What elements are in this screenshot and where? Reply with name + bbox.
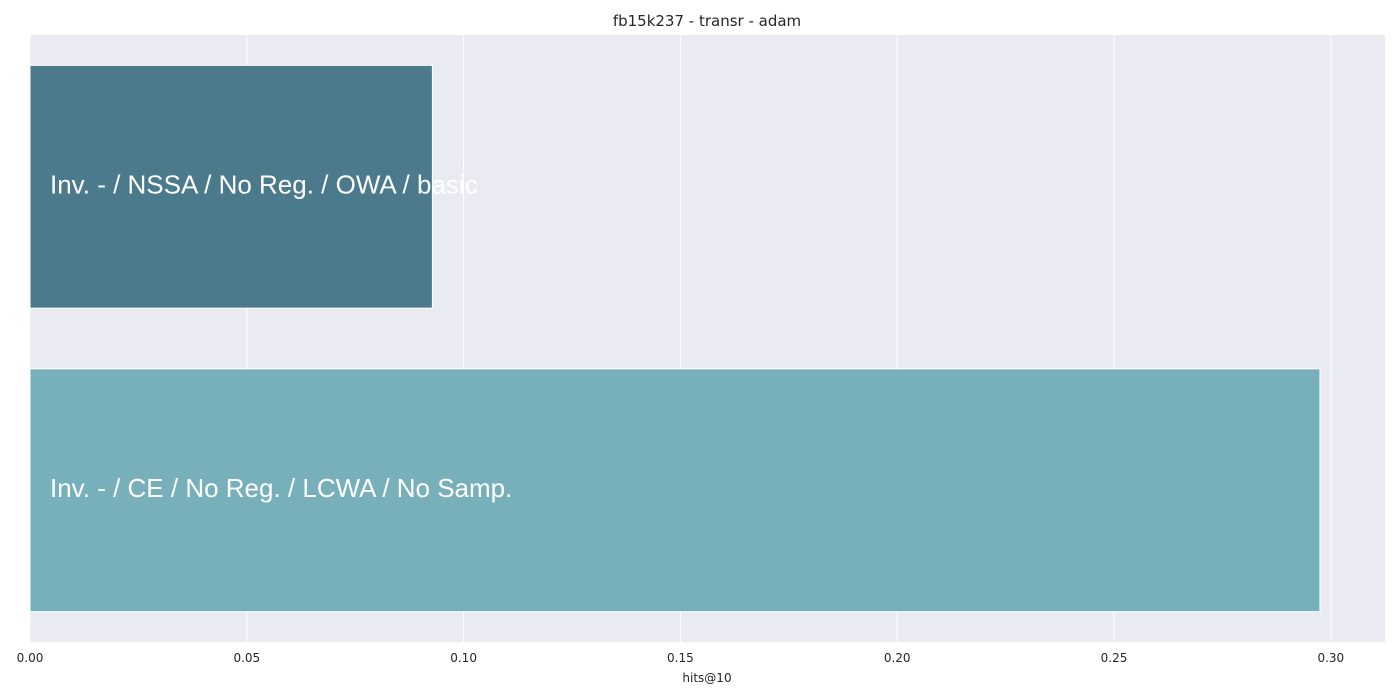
bars <box>29 64 1321 613</box>
bar <box>29 64 433 309</box>
bar-category-label: Inv. - / NSSA / No Reg. / OWA / basic <box>50 170 478 200</box>
x-axis-label: hits@10 <box>682 671 731 685</box>
x-tick-label: 0.25 <box>1101 651 1128 665</box>
chart-title: fb15k237 - transr - adam <box>613 12 801 30</box>
bar <box>29 368 1321 613</box>
x-tick-label: 0.15 <box>667 651 694 665</box>
x-tick-label: 0.10 <box>450 651 477 665</box>
bar-category-label: Inv. - / CE / No Reg. / LCWA / No Samp. <box>50 473 512 503</box>
x-tick-label: 0.20 <box>884 651 911 665</box>
x-tick-label: 0.30 <box>1317 651 1344 665</box>
x-tick-label: 0.05 <box>233 651 260 665</box>
bar-labels: Inv. - / NSSA / No Reg. / OWA / basic Inv… <box>50 170 512 504</box>
x-axis-ticks: 0.00 0.05 0.10 0.15 0.20 0.25 0.30 <box>17 651 1345 665</box>
x-tick-label: 0.00 <box>17 651 44 665</box>
